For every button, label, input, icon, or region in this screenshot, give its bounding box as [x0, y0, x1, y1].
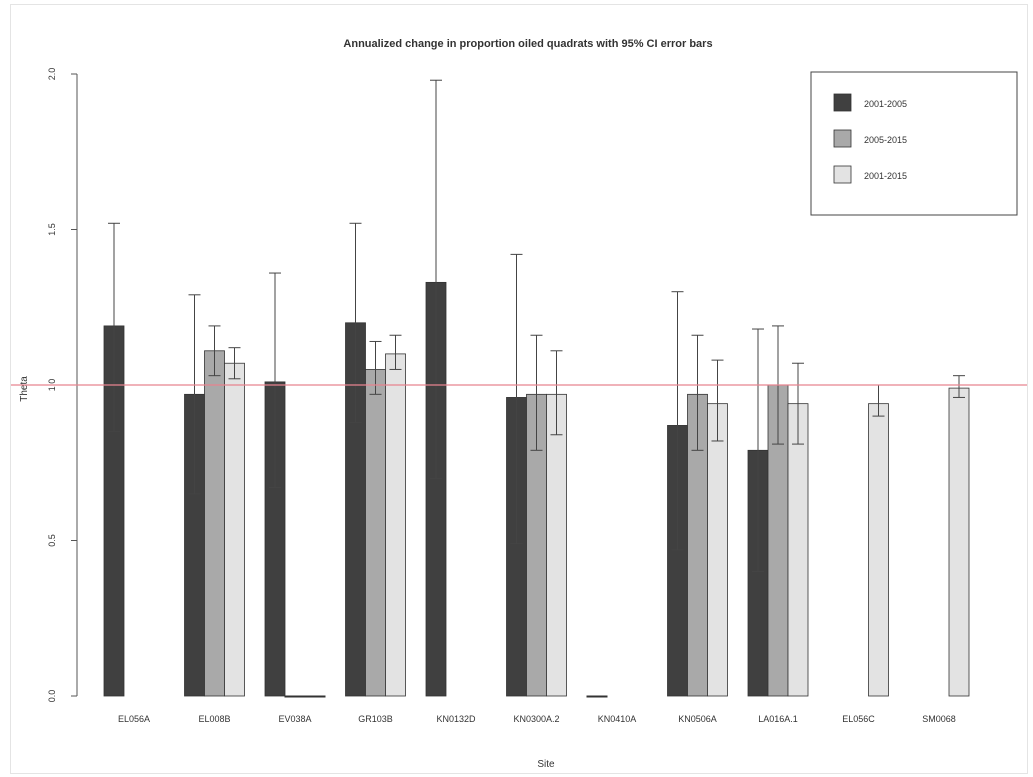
y-axis-title: Theta — [19, 376, 30, 402]
bar-kn0410a-2001-2005 — [586, 695, 608, 698]
x-tick-label-ev038a: EV038A — [278, 714, 311, 724]
legend-label-2001-2005: 2001-2005 — [864, 99, 907, 109]
x-tick-label-el056a: EL056A — [118, 714, 150, 724]
legend-label-2001-2015: 2001-2015 — [864, 171, 907, 181]
error-bars-layer — [108, 79, 965, 573]
bar-el008b-2005-2015 — [204, 350, 225, 697]
chart-frame: Annualized change in proportion oiled qu… — [10, 4, 1028, 774]
x-tick-label-el056c: EL056C — [842, 714, 875, 724]
bar-la016a-1-2001-2015 — [787, 403, 809, 697]
legend-swatch-2001-2005 — [833, 93, 852, 112]
bar-kn0300a-2-2001-2015 — [546, 393, 567, 697]
bar-el056c-2001-2015 — [868, 403, 889, 697]
bar-gr103b-2005-2015 — [365, 369, 386, 697]
bar-sm0068-2001-2015 — [948, 387, 970, 697]
chart-title: Annualized change in proportion oiled qu… — [343, 38, 712, 50]
x-tick-label-sm0068: SM0068 — [922, 714, 956, 724]
x-tick-label-kn0506a: KN0506A — [678, 714, 717, 724]
bars-layer — [103, 281, 970, 698]
y-tick-label: 0.5 — [47, 534, 57, 547]
bar-ev038a-2005-2015 — [284, 695, 306, 698]
bar-kn0506a-2001-2015 — [707, 403, 728, 697]
x-tick-label-la016a-1: LA016A.1 — [758, 714, 798, 724]
bar-el008b-2001-2015 — [224, 362, 245, 697]
legend: 2001-2005 2005-2015 2001-2015 — [810, 71, 1018, 216]
bar-gr103b-2001-2015 — [385, 353, 406, 697]
y-tick-label: 2.0 — [47, 68, 57, 81]
y-tick-label: 1.5 — [47, 223, 57, 236]
x-tick-label-el008b: EL008B — [198, 714, 230, 724]
legend-swatch-2005-2015 — [833, 129, 852, 148]
x-tick-label-kn0300a-2: KN0300A.2 — [513, 714, 559, 724]
legend-swatch-2001-2015 — [833, 165, 852, 184]
bar-ev038a-2001-2015 — [304, 695, 326, 698]
y-tick-label: 0.0 — [47, 690, 57, 703]
legend-label-2005-2015: 2005-2015 — [864, 135, 907, 145]
x-axis-categories: EL056A EL008B EV038A GR103B KN0132D KN0300A.2… — [118, 714, 956, 724]
x-tick-label-gr103b: GR103B — [358, 714, 393, 724]
x-tick-label-kn0410a: KN0410A — [598, 714, 637, 724]
bar-chart: Annualized change in proportion oiled qu… — [11, 38, 1027, 770]
x-axis-title: Site — [537, 759, 555, 770]
x-tick-label-kn0132d: KN0132D — [436, 714, 476, 724]
